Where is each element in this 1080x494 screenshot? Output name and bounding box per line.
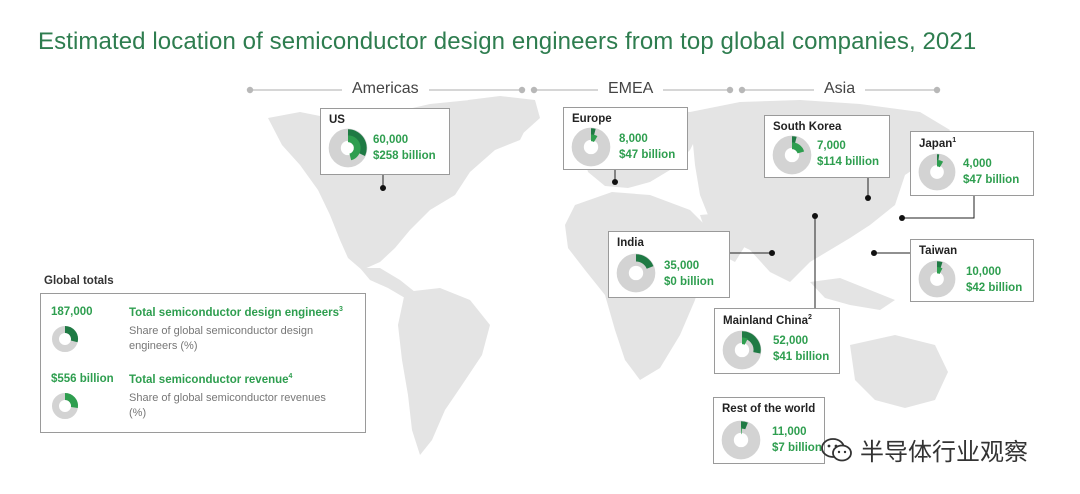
location-name: South Korea (773, 121, 842, 133)
total-engineers-title: Total semiconductor design engineers3 (129, 306, 343, 319)
donut-india (616, 253, 656, 293)
engineers-share-arc (740, 421, 748, 430)
revenue-share-arc (741, 337, 748, 345)
engineers-share-arc (741, 331, 761, 354)
engineer-count: 8,000 (619, 133, 648, 145)
total-revenue-title: Total semiconductor revenue4 (129, 373, 293, 386)
revenue-value: $47 billion (963, 174, 1020, 186)
engineers-share-arc (635, 254, 654, 270)
australia-shape (850, 335, 948, 408)
location-card-mainland-china: Mainland China2 52,000 $41 billion (714, 308, 840, 374)
revenue-value: $7 billion (772, 442, 822, 454)
revenue-value: $258 billion (373, 150, 436, 162)
location-name: India (617, 237, 644, 249)
donut-ring (571, 127, 611, 167)
total-engineers-value: 187,000 (51, 306, 93, 318)
region-label-asia: Asia (814, 80, 866, 98)
total-engineers-desc: Share of global semiconductor design eng… (129, 325, 314, 352)
revenue-value: $41 billion (773, 351, 830, 363)
legend-donut-engineers (52, 326, 78, 352)
location-name: Rest of the world (722, 403, 816, 415)
donut-rest-of-world (721, 420, 761, 460)
location-card-us: US 60,000 $258 billion (320, 108, 450, 175)
location-name: Europe (572, 113, 612, 125)
donut-ring (772, 135, 812, 175)
southeast-asia-shape (810, 278, 895, 310)
donut-taiwan (918, 260, 956, 298)
revenue-value: $114 billion (817, 156, 879, 168)
legend-donut-revenue (52, 392, 78, 419)
engineer-count: 35,000 (664, 260, 700, 272)
location-card-japan: Japan1 4,000 $47 billion (910, 131, 1034, 196)
engineer-count: 11,000 (772, 426, 807, 438)
donut-japan (918, 153, 956, 191)
donut-ring (721, 420, 761, 460)
revenue-share-arc (590, 134, 598, 143)
global-totals-box: 187,000 Total semiconductor design engin… (40, 293, 366, 433)
location-card-south-korea: South Korea 7,000 $114 billion (764, 115, 890, 178)
location-name: US (329, 114, 345, 126)
watermark: 半导体行业观察 (820, 432, 1028, 467)
engineer-count: 60,000 (373, 134, 409, 146)
central-america-shape (360, 268, 415, 298)
watermark-text: 半导体行业观察 (860, 439, 1028, 466)
location-card-rest-of-world: Rest of the world 11,000 $7 billion (713, 397, 825, 464)
location-name: Taiwan (919, 245, 958, 257)
donut-us (328, 128, 368, 168)
engineer-count: 4,000 (963, 158, 992, 170)
south-america-shape (398, 288, 490, 455)
region-label-emea: EMEA (598, 80, 664, 98)
donut-ring (918, 260, 956, 298)
donut-ring (918, 153, 956, 191)
greenland-shape (468, 96, 540, 136)
chart-title: Estimated location of semiconductor desi… (38, 28, 977, 55)
region-label-americas: Americas (342, 80, 429, 98)
engineers-share-arc (347, 129, 367, 156)
location-name: Mainland China2 (723, 314, 812, 327)
revenue-share-arc (791, 142, 805, 154)
total-revenue-desc: Share of global semiconductor revenues (… (129, 392, 326, 419)
donut-ring (616, 253, 656, 293)
engineer-count: 10,000 (966, 266, 1002, 278)
donut-mainland-china (722, 330, 762, 370)
revenue-share-arc (347, 135, 361, 161)
revenue-value: $42 billion (966, 282, 1023, 294)
donut-europe (571, 127, 611, 167)
leader-lines (380, 170, 975, 308)
total-revenue-value: $556 billion (51, 373, 114, 385)
location-card-india: India 35,000 $0 billion (608, 231, 730, 298)
location-name: Japan1 (919, 137, 957, 150)
revenue-value: $0 billion (664, 276, 714, 288)
revenue-share-arc (936, 159, 944, 168)
location-card-taiwan: Taiwan 10,000 $42 billion (910, 239, 1034, 302)
wechat-icon (821, 437, 852, 461)
donut-south-korea (772, 135, 812, 175)
global-totals-heading: Global totals (44, 275, 114, 287)
engineer-count: 7,000 (817, 140, 846, 152)
revenue-share-arc (936, 266, 943, 275)
location-card-europe: Europe 8,000 $47 billion (563, 107, 688, 170)
engineer-count: 52,000 (773, 335, 809, 347)
revenue-value: $47 billion (619, 149, 676, 161)
engineers-share-arc (936, 261, 943, 269)
